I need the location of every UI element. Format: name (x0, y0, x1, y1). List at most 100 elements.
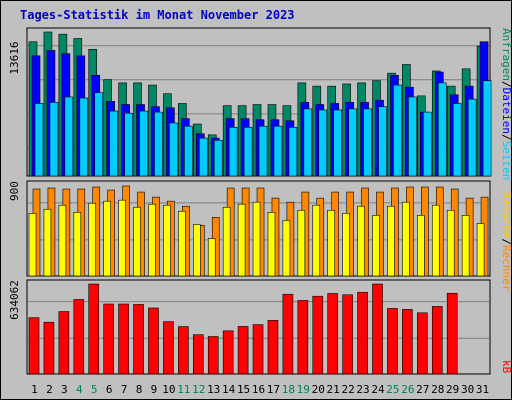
legend-dateien: Dateien (500, 88, 512, 134)
bar-besuche-day-23 (357, 205, 365, 277)
bar-kb-day-9 (148, 307, 159, 375)
bar-besuche-day-19 (297, 209, 306, 277)
bar-kb-day-8 (133, 304, 144, 375)
bar-besuche-day-22 (342, 213, 350, 277)
middle-ymax-label: 900 (8, 181, 21, 201)
bar-kb-day-6 (103, 303, 114, 375)
top-ymax-label: 13616 (8, 41, 21, 74)
legend-kb: kB (500, 360, 512, 374)
legend-sep-2: / (500, 134, 512, 141)
legend-rechner: Rechner (500, 245, 512, 292)
bar-seiten-day-24 (378, 106, 387, 177)
legend-bottom: kB (500, 360, 512, 374)
bar-besuche-day-2 (43, 208, 52, 277)
bar-kb-day-27 (417, 312, 428, 375)
x-tick-label: 6 (106, 383, 113, 396)
bar-kb-day-21 (327, 293, 339, 375)
bar-seiten-day-11 (184, 125, 193, 177)
chart-title: Tages-Statistik im Monat November 2023 (20, 8, 295, 22)
x-tick-label: 1 (31, 383, 38, 396)
bar-seiten-day-16 (258, 125, 268, 177)
bar-kb-day-10 (163, 321, 174, 375)
bar-seiten-day-15 (243, 126, 253, 177)
bar-seiten-day-10 (169, 122, 178, 177)
bar-kb-day-25 (387, 308, 398, 375)
x-tick-label: 10 (162, 383, 175, 396)
x-tick-label: 29 (446, 383, 459, 396)
x-tick-label: 26 (401, 383, 414, 396)
x-tick-label: 20 (312, 383, 325, 396)
bar-kb-day-3 (58, 311, 70, 375)
bar-seiten-day-26 (408, 96, 417, 177)
bar-seiten-day-3 (64, 96, 74, 177)
bar-seiten-day-9 (154, 111, 163, 177)
bar-besuche-day-15 (237, 203, 246, 277)
x-tick-label: 24 (371, 383, 385, 396)
bar-seiten-day-18 (288, 126, 298, 177)
bar-besuche-day-30 (461, 215, 470, 277)
bar-besuche-day-12 (192, 224, 201, 277)
bar-besuche-day-1 (28, 213, 37, 277)
bar-besuche-day-21 (327, 209, 336, 277)
bar-besuche-day-28 (431, 204, 440, 277)
legend-anfragen: Anfragen (500, 28, 512, 81)
x-tick-label: 13 (207, 383, 220, 396)
bars (28, 31, 492, 375)
bar-besuche-day-8 (133, 206, 141, 277)
bar-kb-day-20 (312, 295, 324, 375)
x-tick-label: 15 (237, 383, 250, 396)
bar-seiten-day-12 (198, 137, 208, 177)
bar-kb-day-17 (267, 320, 279, 375)
bar-seiten-day-22 (348, 108, 357, 177)
x-tick-label: 27 (416, 383, 429, 396)
x-tick-label: 21 (327, 383, 340, 396)
legend-besuche: Besuche (500, 192, 512, 238)
bar-seiten-day-27 (423, 111, 432, 177)
bar-seiten-day-28 (437, 82, 447, 177)
x-tick-labels: 1 2 3 4 5 6 7 8 9 10 11 12 13 14 15 16 17 18 19 20 21 22 23 24 2… (31, 383, 489, 396)
bar-besuche-day-24 (372, 215, 380, 277)
bar-kb-day-13 (207, 336, 219, 375)
bar-kb-day-2 (43, 321, 55, 375)
legend-middle: Besuche/Rechner (500, 192, 512, 292)
x-tick-label: 31 (476, 383, 489, 396)
bar-kb-day-24 (372, 283, 383, 375)
x-tick-label: 9 (151, 383, 158, 396)
bar-seiten-day-13 (213, 139, 223, 177)
legend-top: Anfragen/Dateien/Seiten (500, 28, 512, 180)
bar-besuche-day-6 (103, 200, 111, 277)
x-tick-label: 18 (282, 383, 295, 396)
bar-besuche-day-13 (207, 238, 216, 277)
bar-kb-day-29 (446, 292, 458, 375)
bar-kb-day-11 (178, 326, 189, 375)
bar-seiten-day-20 (318, 109, 328, 177)
bar-kb-day-12 (192, 334, 204, 375)
x-tick-label: 7 (121, 383, 128, 396)
bar-besuche-day-26 (402, 201, 410, 277)
bar-seiten-day-5 (94, 92, 104, 177)
bar-seiten-day-4 (79, 97, 89, 177)
x-tick-label: 5 (91, 383, 98, 396)
bar-besuche-day-5 (88, 202, 97, 277)
bar-kb-day-5 (88, 283, 100, 375)
x-tick-label: 16 (252, 383, 265, 396)
x-tick-label: 2 (46, 383, 53, 396)
bottom-ymax-label: 634062 (8, 280, 21, 320)
x-tick-label: 12 (192, 383, 205, 396)
bar-besuche-day-27 (417, 215, 425, 277)
bar-besuche-day-17 (267, 212, 276, 277)
legend-seiten: Seiten (500, 141, 512, 181)
bar-kb-day-4 (73, 299, 85, 375)
bar-seiten-day-25 (393, 84, 402, 177)
bar-kb-day-22 (342, 294, 353, 375)
bar-besuche-day-18 (282, 220, 291, 277)
legend-sep-1: / (500, 81, 512, 88)
bar-kb-day-23 (357, 291, 368, 375)
bar-seiten-day-14 (228, 126, 238, 177)
x-tick-label: 11 (177, 383, 190, 396)
x-tick-label: 17 (267, 383, 280, 396)
x-tick-label: 19 (297, 383, 310, 396)
bar-besuche-day-16 (252, 201, 261, 277)
bar-seiten-day-1 (34, 103, 44, 177)
